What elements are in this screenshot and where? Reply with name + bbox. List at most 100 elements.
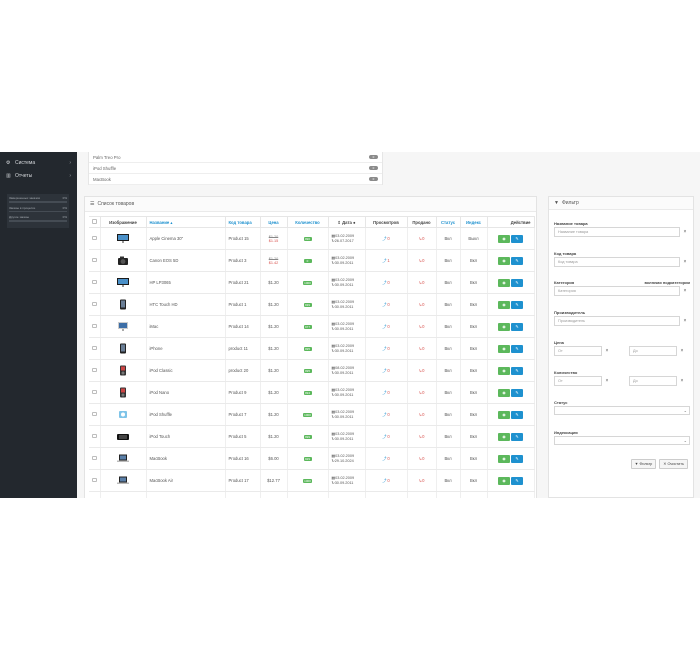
row-select-cell[interactable]: [89, 249, 101, 272]
edit-button[interactable]: ✎: [511, 454, 523, 463]
filter-name-input[interactable]: Название товара: [554, 227, 680, 237]
clear-icon[interactable]: ×: [680, 378, 684, 384]
edit-button[interactable]: ✎: [511, 366, 523, 375]
column-views[interactable]: Просмотров: [365, 216, 408, 228]
list-item[interactable]: iPod Shuffle 0: [89, 163, 382, 174]
view-button[interactable]: ◉: [498, 256, 510, 265]
row-select-cell[interactable]: [89, 425, 101, 448]
edit-button[interactable]: ✎: [511, 388, 523, 397]
select-all-checkbox[interactable]: [92, 219, 97, 224]
product-image: [117, 433, 129, 440]
edit-button[interactable]: ✎: [511, 322, 523, 331]
column-noindex[interactable]: Индекс: [460, 216, 488, 228]
view-button[interactable]: ◉: [498, 410, 510, 419]
filter-status-select[interactable]: ⌄: [554, 406, 690, 415]
button-label: Фильтр: [639, 462, 653, 466]
row-checkbox[interactable]: [92, 257, 97, 263]
product-model: product 11: [225, 337, 261, 360]
edit-button[interactable]: ✎: [511, 256, 523, 265]
clear-icon[interactable]: ×: [605, 348, 609, 354]
clear-icon[interactable]: ×: [683, 259, 687, 265]
image-cell: [100, 315, 147, 338]
row-select-cell[interactable]: [89, 271, 101, 294]
list-item[interactable]: MacBook 0: [89, 174, 382, 185]
eye-icon: ◉: [502, 455, 506, 461]
row-checkbox[interactable]: [92, 235, 97, 241]
edit-button[interactable]: ✎: [511, 234, 523, 243]
row-select-cell[interactable]: [89, 491, 101, 498]
edit-button[interactable]: ✎: [511, 432, 523, 441]
sales-icon: ↳: [418, 390, 423, 395]
column-status[interactable]: Статус: [436, 216, 461, 228]
filter-quantity-from-input[interactable]: От: [554, 376, 602, 386]
view-button[interactable]: ◉: [498, 388, 510, 397]
row-checkbox[interactable]: [92, 389, 97, 395]
row-checkbox[interactable]: [92, 279, 97, 285]
filter-button[interactable]: ▼ Фильтр: [630, 459, 657, 469]
view-button[interactable]: ◉: [498, 234, 510, 243]
sidebar-item-reports[interactable]: ▥ Отчеты ›: [0, 169, 77, 182]
clear-icon[interactable]: ×: [680, 348, 684, 354]
clear-icon[interactable]: ×: [683, 288, 687, 294]
filter-price-to-input[interactable]: До: [629, 346, 677, 356]
edit-button[interactable]: ✎: [511, 476, 523, 485]
row-checkbox[interactable]: [92, 411, 97, 417]
filter-noindex-select[interactable]: ⌄: [554, 436, 690, 445]
clear-filter-button[interactable]: ✕ Очистить: [659, 459, 688, 469]
filter-manufacturer-input[interactable]: Производитель: [554, 316, 680, 326]
view-button[interactable]: ◉: [498, 366, 510, 375]
include-subcategories-toggle[interactable]: включая подкатегории: [644, 280, 690, 285]
product-noindex: Вкл: [460, 271, 488, 294]
row-checkbox[interactable]: [92, 323, 97, 329]
column-quantity[interactable]: Количество: [287, 216, 329, 228]
select-all-header[interactable]: [89, 216, 101, 228]
filter-price-from-input[interactable]: От: [554, 346, 602, 356]
row-select-cell[interactable]: [89, 359, 101, 382]
row-select-cell[interactable]: [89, 447, 101, 470]
sales-icon: ↳: [418, 302, 423, 307]
product-image: [119, 410, 127, 418]
row-checkbox[interactable]: [92, 477, 97, 483]
table-row: iPod Touch Product 5 $1.20 999 ▦03.02.2009 ↻3…: [89, 425, 535, 448]
column-model[interactable]: Код товара: [225, 216, 261, 228]
view-button[interactable]: ◉: [498, 344, 510, 353]
row-checkbox[interactable]: [92, 455, 97, 461]
filter-quantity-to-input[interactable]: До: [629, 376, 677, 386]
row-checkbox[interactable]: [92, 433, 97, 439]
row-checkbox[interactable]: [92, 301, 97, 307]
view-button[interactable]: ◉: [498, 454, 510, 463]
eye-icon: ◉: [502, 433, 506, 439]
edit-button[interactable]: ✎: [511, 344, 523, 353]
row-select-cell[interactable]: [89, 227, 101, 250]
list-item[interactable]: Palm Treo Pro 0: [89, 152, 382, 163]
edit-button[interactable]: ✎: [511, 410, 523, 419]
row-select-cell[interactable]: [89, 337, 101, 360]
row-checkbox[interactable]: [92, 345, 97, 351]
row-select-cell[interactable]: [89, 469, 101, 492]
filter-label: Количество: [554, 370, 578, 375]
view-button[interactable]: ◉: [498, 322, 510, 331]
view-button[interactable]: ◉: [498, 300, 510, 309]
view-button[interactable]: ◉: [498, 476, 510, 485]
product-name: iPod Touch: [146, 425, 226, 448]
row-select-cell[interactable]: [89, 403, 101, 426]
product-status: Вкл: [436, 359, 461, 382]
clear-icon[interactable]: ×: [605, 378, 609, 384]
column-price[interactable]: Цена: [260, 216, 288, 228]
column-sales[interactable]: Продано: [407, 216, 437, 228]
filter-category-input[interactable]: Категория: [554, 286, 680, 296]
column-date[interactable]: ⇕ Дата ●: [328, 216, 366, 228]
edit-button[interactable]: ✎: [511, 300, 523, 309]
view-button[interactable]: ◉: [498, 278, 510, 287]
clear-icon[interactable]: ×: [683, 318, 687, 324]
view-button[interactable]: ◉: [498, 432, 510, 441]
row-checkbox[interactable]: [92, 367, 97, 373]
clear-icon[interactable]: ×: [683, 229, 687, 235]
row-select-cell[interactable]: [89, 315, 101, 338]
sidebar-item-system[interactable]: ⚙ Система ›: [0, 156, 77, 169]
edit-button[interactable]: ✎: [511, 278, 523, 287]
column-name[interactable]: Название ▴: [146, 216, 226, 228]
row-select-cell[interactable]: [89, 381, 101, 404]
row-select-cell[interactable]: [89, 293, 101, 316]
filter-model-input[interactable]: Код товара: [554, 257, 680, 267]
